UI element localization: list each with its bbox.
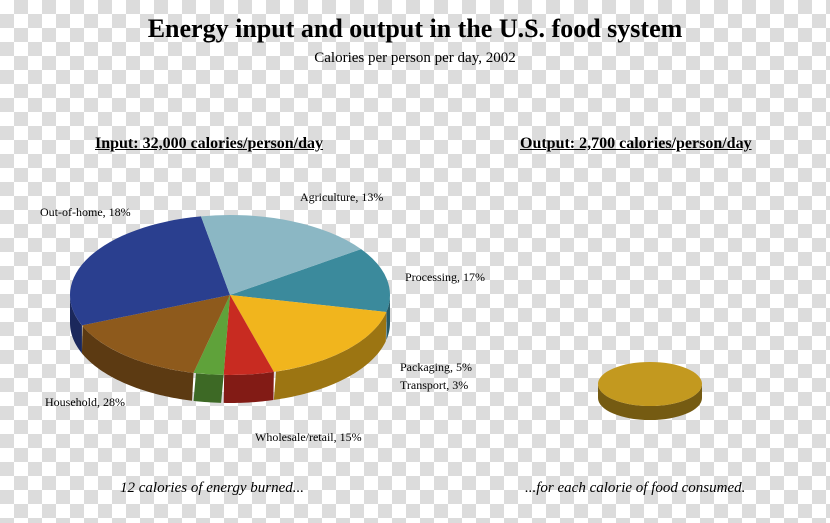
page-title: Energy input and output in the U.S. food…	[0, 14, 830, 44]
input-pie-chart	[70, 205, 390, 415]
slice-label: Packaging, 5%	[400, 360, 472, 375]
output-pie-chart	[590, 360, 710, 420]
input-header: Input: 32,000 calories/person/day	[95, 135, 323, 153]
slice-label: Transport, 3%	[400, 378, 468, 393]
slice-label: Agriculture, 13%	[300, 190, 383, 205]
output-disc-top	[598, 362, 702, 406]
input-caption: 12 calories of energy burned...	[120, 480, 304, 497]
output-header: Output: 2,700 calories/person/day	[520, 135, 752, 153]
slice-label: Processing, 17%	[405, 270, 485, 285]
pie-slice-side	[194, 373, 224, 403]
output-caption: ...for each calorie of food consumed.	[525, 480, 745, 497]
pie-slice-side	[224, 372, 274, 403]
slice-label: Wholesale/retail, 15%	[255, 430, 362, 445]
page-subtitle: Calories per person per day, 2002	[0, 50, 830, 67]
